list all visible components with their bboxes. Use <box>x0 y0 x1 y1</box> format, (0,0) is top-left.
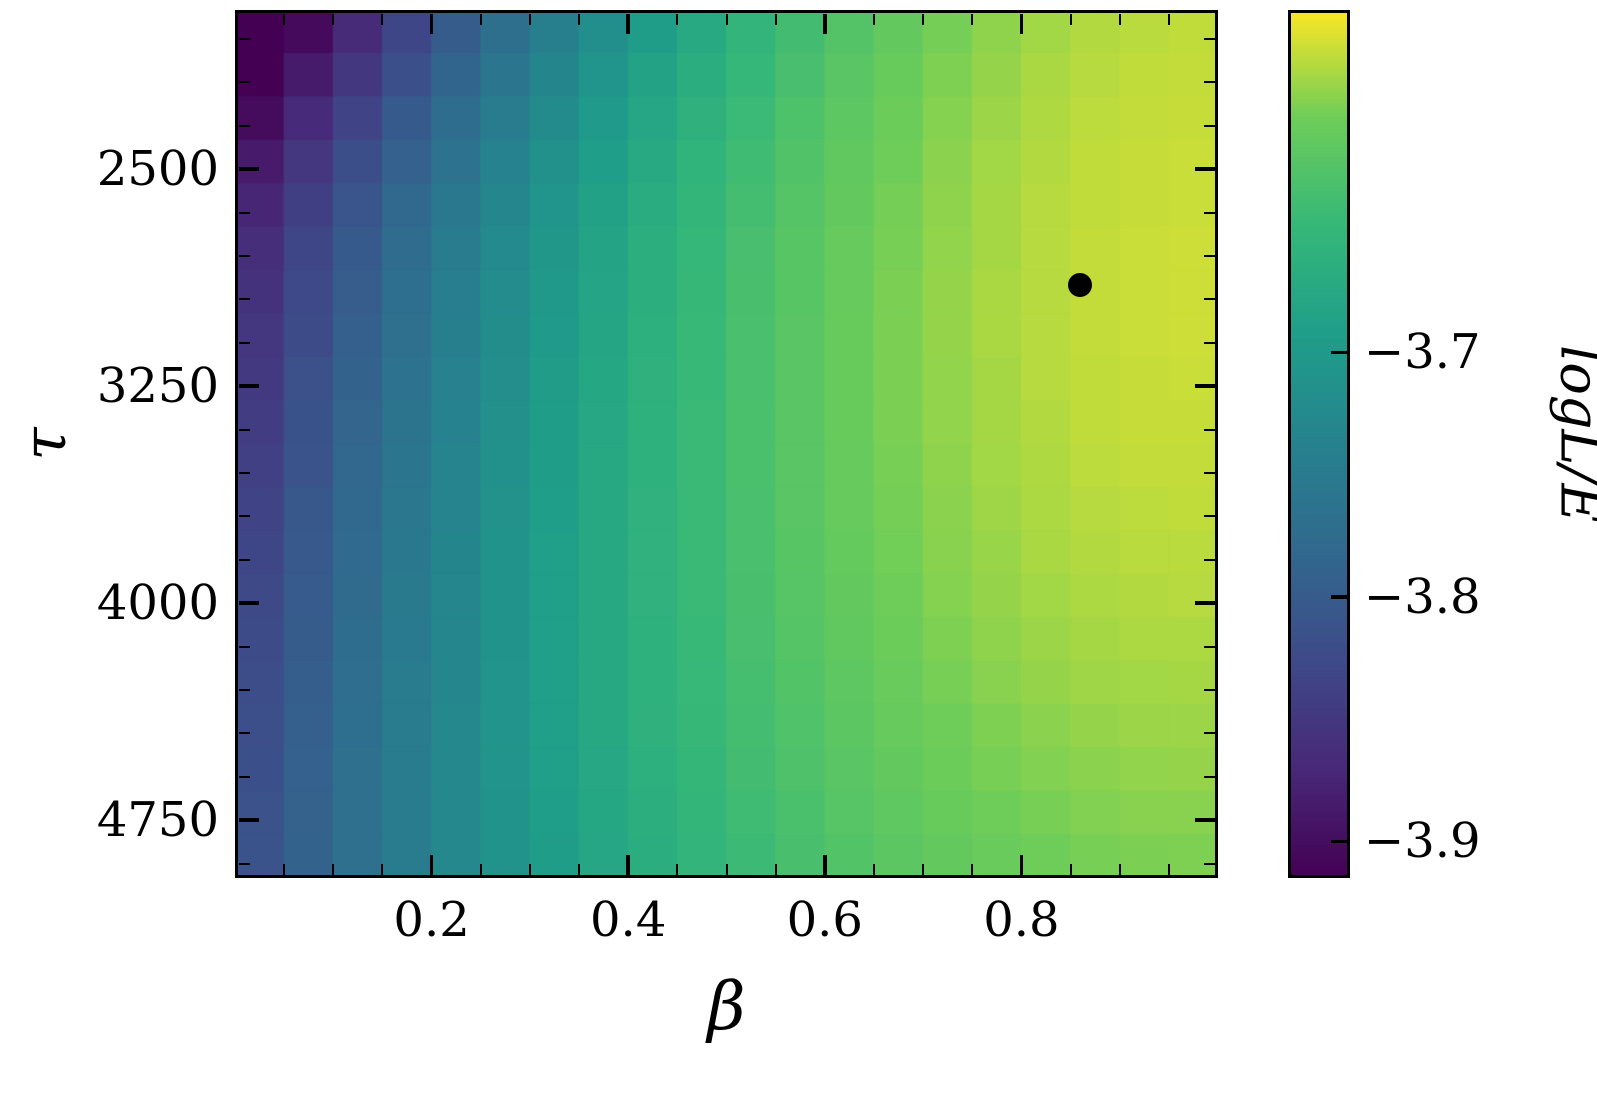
x-minor-tick <box>332 13 335 25</box>
y-major-tick <box>1194 384 1215 388</box>
x-minor-tick <box>283 13 286 25</box>
x-major-tick <box>429 854 434 875</box>
x-minor-tick <box>725 13 728 25</box>
x-major-tick <box>626 854 630 875</box>
y-minor-tick <box>238 124 250 127</box>
y-minor-tick <box>1203 298 1215 301</box>
y-minor-tick <box>1203 254 1215 257</box>
x-minor-tick <box>774 863 777 875</box>
maximum-likelihood-marker <box>1068 272 1093 297</box>
y-minor-tick <box>1203 37 1215 40</box>
x-minor-tick <box>528 863 531 875</box>
y-minor-tick <box>1203 341 1215 344</box>
y-minor-tick <box>1203 471 1215 474</box>
y-major-tick <box>238 167 259 171</box>
x-minor-tick <box>922 13 925 25</box>
y-minor-tick <box>1203 558 1215 561</box>
y-tick-label: 4000 <box>96 575 219 632</box>
x-minor-tick <box>479 863 482 875</box>
y-tick-label: 4750 <box>96 792 219 849</box>
y-tick-label: 3250 <box>96 358 219 415</box>
x-minor-tick <box>1069 863 1072 875</box>
y-major-tick <box>1194 601 1215 605</box>
x-minor-tick <box>479 13 482 25</box>
x-major-tick <box>1019 13 1024 34</box>
x-minor-tick <box>332 863 335 875</box>
y-minor-tick <box>238 732 250 735</box>
x-minor-tick <box>283 863 286 875</box>
colorbar-tick-label: −3.9 <box>1364 813 1481 870</box>
y-major-tick <box>238 818 259 822</box>
y-minor-tick <box>1203 775 1215 778</box>
x-major-tick <box>429 13 434 34</box>
y-minor-tick <box>1203 862 1215 865</box>
x-tick-label: 0.2 <box>393 892 470 948</box>
y-minor-tick <box>238 81 250 84</box>
colorbar-tick-label: −3.7 <box>1364 324 1481 381</box>
x-tick-label: 0.8 <box>983 892 1060 948</box>
x-minor-tick <box>1118 863 1121 875</box>
y-minor-tick <box>238 211 250 214</box>
x-tick-label: 0.6 <box>786 892 863 948</box>
colorbar-tick <box>1330 839 1347 844</box>
y-minor-tick <box>1203 211 1215 214</box>
x-minor-tick <box>774 13 777 25</box>
y-minor-tick <box>238 254 250 257</box>
y-minor-tick <box>238 688 250 691</box>
colorbar-tick <box>1330 595 1347 599</box>
y-minor-tick <box>1203 81 1215 84</box>
x-minor-tick <box>381 863 384 875</box>
x-minor-tick <box>1167 863 1170 875</box>
x-minor-tick <box>578 13 581 25</box>
y-major-tick <box>1194 167 1215 171</box>
x-minor-tick <box>872 863 875 875</box>
y-minor-tick <box>238 428 250 431</box>
x-tick-label: 0.4 <box>590 892 667 948</box>
y-minor-tick <box>238 558 250 561</box>
x-minor-tick <box>578 863 581 875</box>
x-minor-tick <box>1167 13 1170 25</box>
x-minor-tick <box>1069 13 1072 25</box>
y-minor-tick <box>238 645 250 648</box>
x-major-tick <box>823 13 827 34</box>
y-minor-tick <box>1203 428 1215 431</box>
colorbar-tick <box>1330 350 1347 355</box>
x-minor-tick <box>528 13 531 25</box>
y-minor-tick <box>1203 732 1215 735</box>
x-axis-label: β <box>707 968 746 1045</box>
y-major-tick <box>1194 818 1215 822</box>
x-minor-tick <box>676 13 679 25</box>
x-minor-tick <box>872 13 875 25</box>
colorbar-label: logL/E <box>1548 345 1597 523</box>
y-minor-tick <box>1203 688 1215 691</box>
colorbar-canvas <box>1288 10 1350 878</box>
y-minor-tick <box>238 862 250 865</box>
x-major-tick <box>1019 854 1024 875</box>
x-minor-tick <box>725 863 728 875</box>
x-minor-tick <box>1118 13 1121 25</box>
y-minor-tick <box>238 341 250 344</box>
y-minor-tick <box>238 775 250 778</box>
y-axis-label: τ <box>10 427 80 461</box>
y-major-tick <box>238 601 259 605</box>
x-minor-tick <box>971 863 974 875</box>
x-minor-tick <box>922 863 925 875</box>
y-minor-tick <box>238 471 250 474</box>
y-major-tick <box>238 384 259 388</box>
y-minor-tick <box>1203 124 1215 127</box>
y-minor-tick <box>238 37 250 40</box>
x-minor-tick <box>381 13 384 25</box>
y-minor-tick <box>238 298 250 301</box>
x-minor-tick <box>971 13 974 25</box>
y-minor-tick <box>238 515 250 518</box>
colorbar-tick-label: −3.8 <box>1364 568 1481 625</box>
y-minor-tick <box>1203 515 1215 518</box>
x-major-tick <box>823 854 827 875</box>
x-minor-tick <box>676 863 679 875</box>
y-tick-label: 2500 <box>96 141 219 198</box>
x-major-tick <box>626 13 630 34</box>
y-minor-tick <box>1203 645 1215 648</box>
heatmap-canvas <box>235 10 1218 878</box>
